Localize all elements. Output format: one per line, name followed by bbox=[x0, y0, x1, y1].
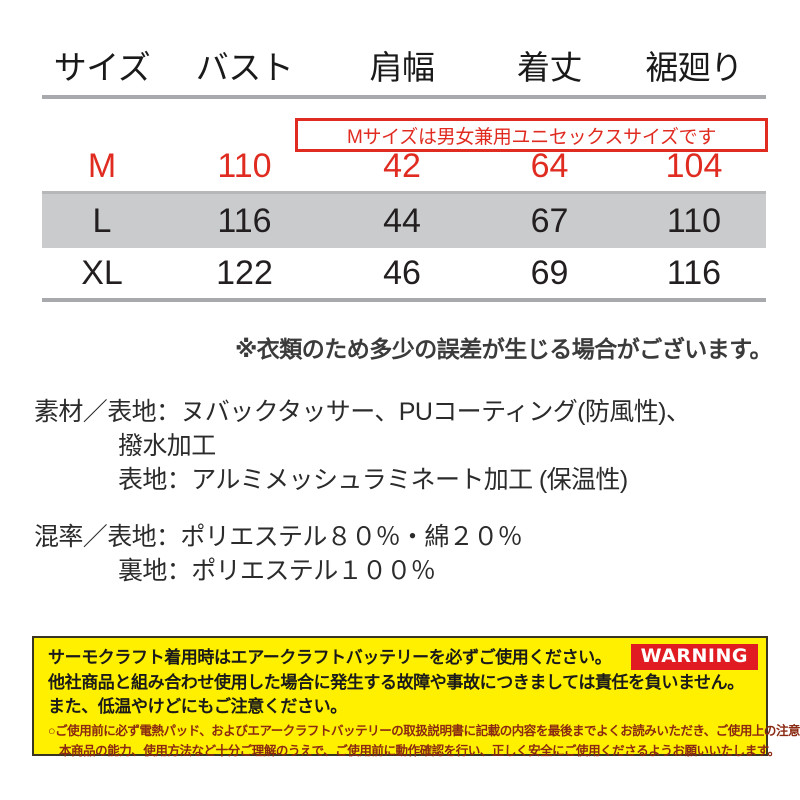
table-row: L 116 44 67 110 bbox=[42, 194, 766, 248]
cell-shoulder-xl: 46 bbox=[383, 254, 421, 292]
unisex-size-callout: Mサイズは男女兼用ユニセックスサイズです bbox=[295, 118, 768, 152]
warning-line-3: また、低温やけどにもご注意ください。 bbox=[48, 697, 347, 717]
cell-bust-xl: 122 bbox=[216, 254, 273, 292]
cell-size-xl: XL bbox=[81, 254, 123, 292]
warning-badge: WARNING bbox=[630, 644, 758, 670]
material-line-2: 撥水加工 bbox=[118, 431, 216, 460]
cell-length-l: 67 bbox=[530, 202, 569, 240]
unisex-size-callout-label: Mサイズは男女兼用ユニセックスサイズです bbox=[346, 126, 717, 148]
table-row-divider-m bbox=[42, 191, 766, 194]
cell-length-xl: 69 bbox=[530, 254, 569, 292]
blend-line-2: 裏地：ポリエステル１００％ bbox=[118, 557, 436, 585]
warning-fine-line-1: ○ご使用前に必ず電熱パッド、およびエアークラフトバッテリーの取扱説明書に記載の内… bbox=[48, 723, 800, 738]
material-line-3: 表地：アルミメッシュラミネート加工 (保温性) bbox=[118, 465, 628, 494]
cell-bust-m: 110 bbox=[217, 147, 272, 185]
size-table: サイズ バスト 肩幅 着丈 裾廻り M 110 42 64 104 L 116 … bbox=[0, 40, 800, 302]
warning-box: WARNING サーモクラフト着用時はエアークラフトバッテリーを必ずご使用くださ… bbox=[32, 636, 800, 758]
blend-ratio-block: 混率／表地：ポリエステル８０％・綿２０％ 裏地：ポリエステル１００％ bbox=[34, 521, 774, 589]
specifications: 素材／表地：ヌバックタッサー、PUコーティング(防風性)、 撥水加工 表地：アル… bbox=[34, 396, 774, 613]
cell-hem-l: 110 bbox=[666, 202, 722, 240]
column-header-length: 着丈 bbox=[517, 49, 583, 86]
table-footnote: ※衣類のため多少の誤差が生じる場合がございます。 bbox=[234, 336, 773, 362]
table-header-row: サイズ バスト 肩幅 着丈 裾廻り bbox=[42, 40, 766, 95]
blend-line-1: 混率／表地：ポリエステル８０％・綿２０％ bbox=[34, 523, 523, 552]
column-header-shoulder: 肩幅 bbox=[369, 49, 436, 86]
material-block: 素材／表地：ヌバックタッサー、PUコーティング(防風性)、 撥水加工 表地：アル… bbox=[34, 396, 774, 497]
cell-length-m: 64 bbox=[530, 147, 569, 185]
cell-size-l: L bbox=[92, 202, 112, 240]
column-header-bust: バスト bbox=[195, 49, 294, 86]
table-bottom-divider bbox=[42, 298, 766, 302]
material-line-1: 素材／表地：ヌバックタッサー、PUコーティング(防風性)、 bbox=[34, 398, 691, 426]
column-header-size: サイズ bbox=[53, 49, 151, 86]
cell-shoulder-l: 44 bbox=[383, 202, 421, 240]
cell-bust-l: 116 bbox=[217, 202, 272, 240]
cell-size-m: M bbox=[87, 147, 117, 185]
warning-line-1: サーモクラフト着用時はエアークラフトバッテリーを必ずご使用ください。 bbox=[48, 648, 612, 667]
cell-hem-m: 104 bbox=[665, 147, 723, 185]
warning-fine-line-2: 本商品の能力、使用方法など十分ご理解のうえで、ご使用前に動作確認を行い、正しく安… bbox=[59, 743, 780, 758]
column-header-hem: 裾廻り bbox=[645, 49, 743, 86]
table-row: XL 122 46 69 116 bbox=[42, 248, 766, 298]
table-header-divider bbox=[42, 95, 766, 99]
cell-hem-xl: 116 bbox=[666, 254, 722, 292]
warning-line-2: 他社商品と組み合わせ使用した場合に発生する故障や事故につきましては責任を負いませ… bbox=[48, 672, 744, 692]
cell-shoulder-m: 42 bbox=[383, 147, 421, 185]
table-row: M 110 42 64 104 bbox=[42, 141, 766, 191]
